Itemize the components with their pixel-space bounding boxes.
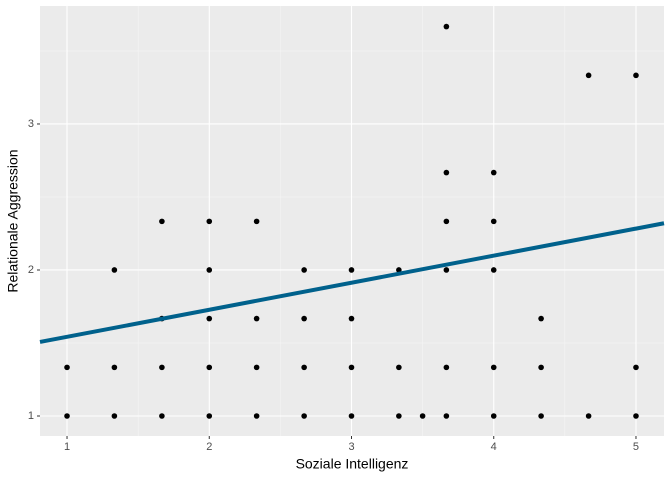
fit-line: [39, 221, 665, 344]
x-tick-label: 4: [491, 441, 497, 453]
x-tick-label: 3: [348, 441, 354, 453]
point: [538, 364, 544, 371]
point: [419, 413, 426, 419]
y-tick-label: 2: [28, 264, 34, 276]
point: [348, 413, 355, 419]
point: [348, 315, 355, 322]
point: [490, 218, 497, 225]
point: [206, 218, 213, 225]
point: [490, 364, 497, 371]
point: [443, 364, 450, 371]
point: [111, 267, 118, 273]
point: [443, 169, 450, 176]
point: [301, 267, 307, 273]
point: [396, 267, 402, 273]
point: [159, 413, 165, 419]
point: [206, 413, 213, 419]
point: [396, 364, 402, 371]
point: [206, 267, 213, 273]
point: [253, 315, 260, 322]
point: [348, 267, 355, 273]
point: [301, 315, 307, 322]
point: [633, 413, 639, 419]
point: [633, 364, 639, 371]
point: [253, 413, 260, 419]
point: [64, 413, 70, 419]
point: [206, 364, 213, 371]
point: [490, 413, 497, 419]
point: [538, 315, 544, 322]
x-axis-label: Soziale Intelligenz: [296, 456, 409, 472]
point: [396, 413, 402, 419]
y-tick-label: 3: [28, 118, 34, 130]
point: [159, 364, 165, 371]
point: [206, 315, 213, 322]
x-tick-label: 2: [206, 441, 212, 453]
point: [301, 364, 307, 371]
point: [443, 23, 450, 30]
point: [490, 169, 497, 176]
point: [633, 72, 639, 79]
point: [64, 364, 70, 371]
point: [443, 413, 450, 419]
point: [253, 218, 260, 225]
point: [111, 364, 118, 371]
point: [443, 218, 450, 225]
point: [538, 413, 544, 419]
x-tick-label: 1: [64, 441, 70, 453]
y-tick-label: 1: [28, 410, 34, 422]
point: [490, 267, 497, 273]
point: [348, 364, 355, 371]
point: [159, 218, 165, 225]
y-axis-label: Relationale Aggression: [5, 149, 21, 292]
point: [585, 413, 592, 419]
point: [253, 364, 260, 371]
point: [585, 72, 592, 79]
point: [111, 413, 118, 419]
point: [301, 413, 307, 419]
x-tick-label: 5: [633, 441, 639, 453]
point: [443, 267, 450, 273]
